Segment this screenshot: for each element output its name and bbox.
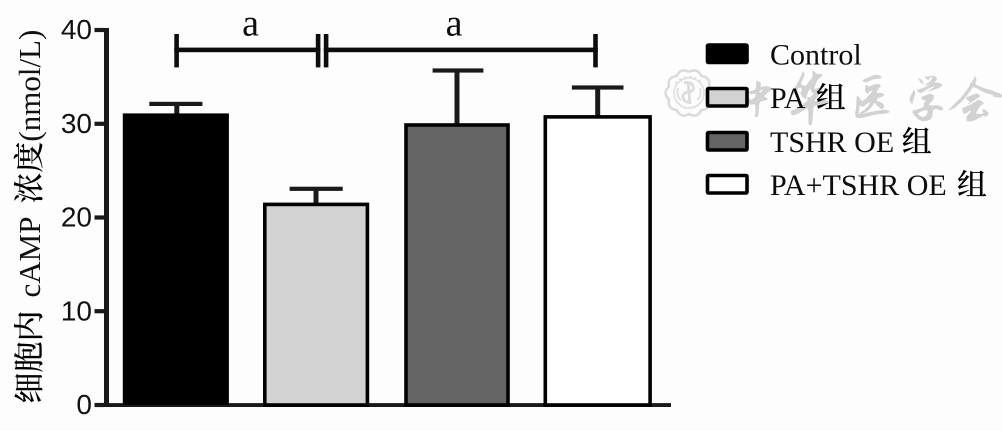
svg-text:Control: Control: [770, 39, 862, 72]
svg-text:30: 30: [61, 108, 92, 139]
svg-text:cAMP: cAMP: [12, 217, 47, 298]
svg-text:0: 0: [76, 389, 92, 420]
svg-text:PA+TSHR OE: PA+TSHR OE: [770, 169, 947, 202]
svg-text:TSHR OE: TSHR OE: [770, 126, 894, 159]
svg-text:10: 10: [61, 295, 92, 326]
svg-text:PA: PA: [770, 82, 806, 115]
svg-text:a: a: [242, 3, 259, 45]
svg-text:(nmol/L): (nmol/L): [12, 30, 47, 142]
svg-text:a: a: [446, 3, 463, 45]
svg-text:40: 40: [61, 14, 92, 45]
svg-text:20: 20: [61, 202, 92, 233]
